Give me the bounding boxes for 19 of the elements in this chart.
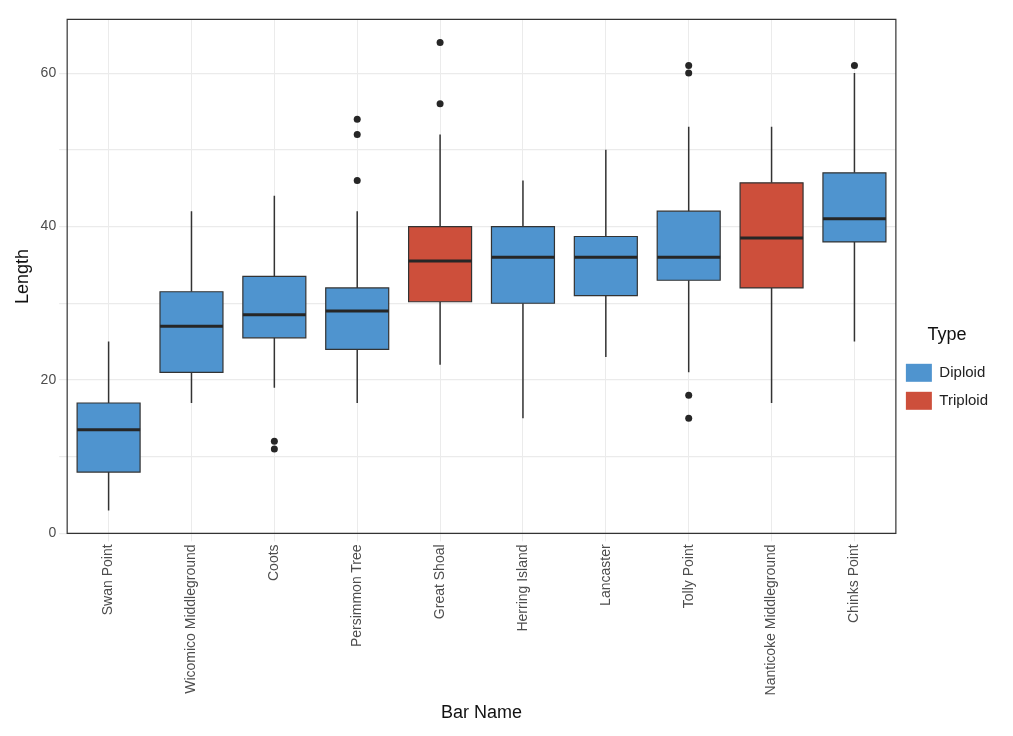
x-tick-label: Great Shoal	[430, 544, 447, 620]
x-tick-label: Persimmon Tree	[348, 544, 365, 648]
legend-title: Type	[927, 324, 967, 345]
x-tick-label: Wicomico Middleground	[182, 544, 199, 694]
x-tick-label: Lancaster	[596, 544, 613, 606]
x-tick-label: Nanticoke Middleground	[762, 544, 779, 696]
y-tick-label: 20	[40, 370, 57, 387]
x-tick-label: Coots	[265, 544, 282, 581]
x-tick-label: Tolly Point	[679, 544, 696, 609]
y-axis-title: Length	[11, 248, 32, 304]
y-tick-label: 40	[40, 217, 57, 234]
x-axis-title: Bar Name	[441, 702, 523, 723]
x-tick-label: Herring Island	[513, 544, 530, 632]
y-tick-label: 60	[40, 63, 57, 80]
x-tick-label: Swan Point	[99, 544, 116, 616]
y-tick-label: 0	[48, 524, 57, 541]
legend-label: Diploid	[939, 362, 986, 380]
x-tick-label: Chinks Point	[845, 544, 862, 624]
legend-label: Triploid	[939, 390, 989, 408]
